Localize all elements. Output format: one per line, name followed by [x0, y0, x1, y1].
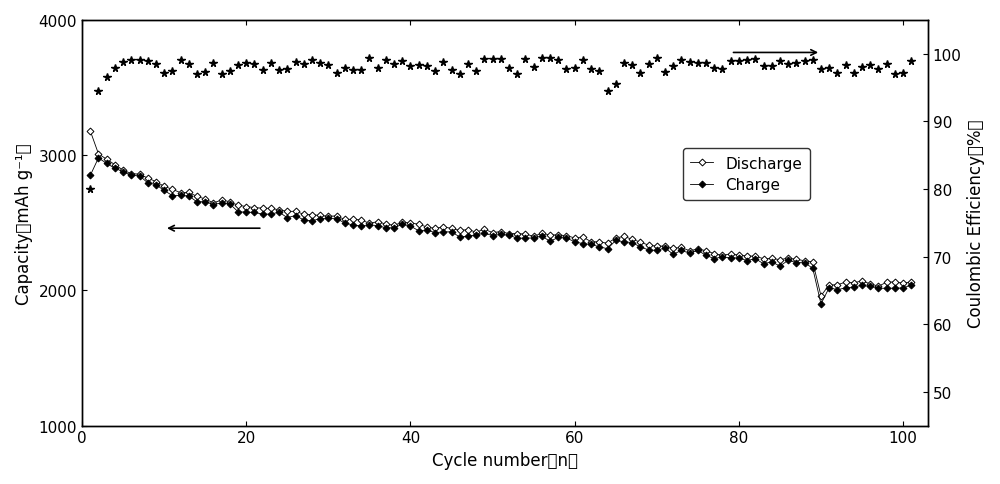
Discharge: [290, 209, 302, 215]
Y-axis label: Capacity（mAh g⁻¹）: Capacity（mAh g⁻¹）: [15, 143, 33, 304]
Charge: [667, 252, 679, 257]
Discharge: [905, 279, 917, 285]
Legend: Discharge, Charge: Discharge, Charge: [683, 149, 810, 200]
Y-axis label: Coulombic Efficiency（%）: Coulombic Efficiency（%）: [967, 119, 985, 327]
Charge: [84, 173, 96, 179]
Discharge: [577, 235, 589, 241]
Line: Charge: Charge: [88, 156, 914, 307]
Charge: [905, 283, 917, 288]
X-axis label: Cycle number（n）: Cycle number（n）: [432, 451, 578, 469]
Charge: [150, 182, 162, 188]
Charge: [708, 256, 720, 262]
Line: Discharge: Discharge: [88, 129, 914, 299]
Charge: [92, 156, 104, 162]
Charge: [470, 232, 482, 238]
Discharge: [462, 227, 474, 233]
Charge: [298, 218, 310, 224]
Discharge: [84, 129, 96, 135]
Charge: [585, 242, 597, 248]
Discharge: [142, 176, 154, 182]
Discharge: [700, 248, 712, 254]
Discharge: [815, 293, 827, 299]
Discharge: [659, 243, 671, 249]
Charge: [815, 302, 827, 307]
